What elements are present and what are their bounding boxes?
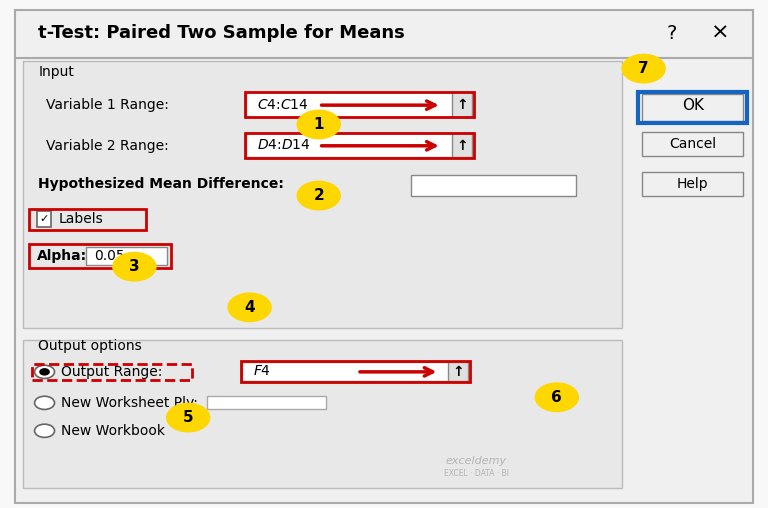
Text: 1: 1 — [313, 117, 324, 132]
Text: Cancel: Cancel — [669, 137, 717, 151]
FancyBboxPatch shape — [242, 362, 468, 381]
Text: New Worksheet Ply:: New Worksheet Ply: — [61, 396, 198, 410]
Circle shape — [535, 383, 578, 411]
Circle shape — [113, 252, 156, 281]
Text: $F$4: $F$4 — [253, 364, 271, 378]
Circle shape — [297, 181, 340, 210]
FancyBboxPatch shape — [207, 396, 326, 409]
Text: ×: × — [711, 23, 730, 43]
FancyBboxPatch shape — [246, 92, 472, 117]
FancyBboxPatch shape — [642, 172, 743, 196]
Text: ✓: ✓ — [39, 214, 48, 224]
FancyBboxPatch shape — [642, 132, 743, 156]
Text: EXCEL · DATA · BI: EXCEL · DATA · BI — [444, 469, 508, 478]
FancyBboxPatch shape — [448, 362, 468, 381]
Text: Hypothesized Mean Difference:: Hypothesized Mean Difference: — [38, 177, 284, 191]
Circle shape — [35, 424, 55, 437]
FancyBboxPatch shape — [86, 247, 167, 265]
FancyBboxPatch shape — [23, 340, 622, 488]
Circle shape — [167, 403, 210, 432]
FancyBboxPatch shape — [23, 61, 622, 328]
Text: ?: ? — [667, 23, 677, 43]
Text: $C$4:$C$14: $C$4:$C$14 — [257, 98, 309, 112]
FancyBboxPatch shape — [411, 175, 576, 196]
Circle shape — [40, 369, 49, 375]
Circle shape — [622, 54, 665, 83]
Text: New Workbook: New Workbook — [61, 424, 165, 438]
Text: exceldemy: exceldemy — [445, 456, 507, 466]
Circle shape — [35, 396, 55, 409]
Text: Output options: Output options — [38, 339, 142, 354]
FancyBboxPatch shape — [15, 10, 753, 503]
Circle shape — [35, 365, 55, 378]
Text: ↑: ↑ — [456, 98, 468, 112]
FancyBboxPatch shape — [452, 133, 472, 157]
Text: OK: OK — [682, 98, 703, 113]
Text: ↑: ↑ — [456, 139, 468, 153]
Circle shape — [297, 110, 340, 139]
Text: Variable 2 Range:: Variable 2 Range: — [46, 139, 169, 153]
Text: 7: 7 — [638, 61, 649, 76]
Circle shape — [228, 293, 271, 322]
Text: Output Range:: Output Range: — [61, 365, 163, 379]
FancyBboxPatch shape — [37, 211, 51, 227]
FancyBboxPatch shape — [246, 133, 472, 157]
Text: Help: Help — [677, 177, 709, 191]
Text: 6: 6 — [551, 390, 562, 405]
Text: $D$4:$D$14: $D$4:$D$14 — [257, 138, 311, 152]
Text: 3: 3 — [129, 259, 140, 274]
Text: Input: Input — [38, 65, 74, 79]
Text: Alpha:: Alpha: — [37, 248, 87, 263]
Text: 0.05: 0.05 — [94, 249, 124, 263]
Text: Labels: Labels — [58, 212, 103, 226]
Text: 2: 2 — [313, 188, 324, 203]
FancyBboxPatch shape — [642, 94, 743, 121]
Text: ↑: ↑ — [452, 365, 464, 379]
FancyBboxPatch shape — [452, 92, 472, 117]
Text: 4: 4 — [244, 300, 255, 315]
Text: 5: 5 — [183, 410, 194, 425]
Text: Variable 1 Range:: Variable 1 Range: — [46, 98, 169, 112]
Text: t-Test: Paired Two Sample for Means: t-Test: Paired Two Sample for Means — [38, 24, 406, 42]
